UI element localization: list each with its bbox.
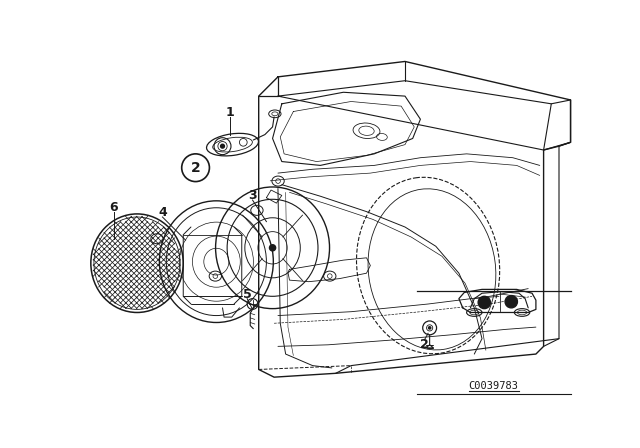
Circle shape bbox=[478, 296, 490, 309]
Text: 4: 4 bbox=[158, 206, 167, 219]
Text: 2: 2 bbox=[420, 338, 429, 351]
Text: 5: 5 bbox=[243, 288, 252, 301]
Text: 1: 1 bbox=[226, 106, 235, 119]
Text: 6: 6 bbox=[109, 201, 118, 214]
Circle shape bbox=[505, 296, 517, 308]
Circle shape bbox=[429, 327, 431, 329]
Text: 2: 2 bbox=[191, 161, 200, 175]
Text: 3: 3 bbox=[248, 189, 257, 202]
Circle shape bbox=[182, 154, 209, 181]
Circle shape bbox=[269, 245, 276, 251]
Circle shape bbox=[221, 144, 225, 148]
Text: C0039783: C0039783 bbox=[468, 381, 518, 392]
